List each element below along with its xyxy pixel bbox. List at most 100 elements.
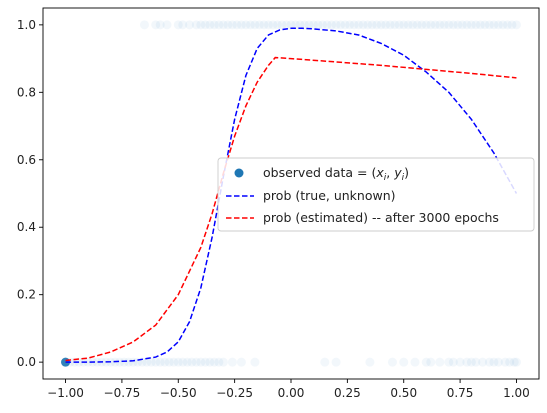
scatter-point-y1-74 bbox=[493, 20, 503, 30]
scatter-point-y0-31 bbox=[191, 357, 201, 367]
scatter-point-y1-55 bbox=[408, 20, 418, 30]
scatter-point-y1-41 bbox=[345, 20, 355, 30]
scatter-point-y0-37 bbox=[218, 357, 228, 367]
scatter-point-y1-61 bbox=[435, 20, 445, 30]
scatter-point-y1-23 bbox=[263, 20, 273, 30]
y-tick-label: 0.6 bbox=[17, 153, 36, 167]
scatter-point-y1-25 bbox=[272, 20, 282, 30]
scatter-point-y1-28 bbox=[286, 20, 296, 30]
scatter-point-y0-42 bbox=[331, 357, 341, 367]
x-tick-label: −0.75 bbox=[104, 386, 141, 400]
scatter-point-y1-38 bbox=[331, 20, 341, 30]
scatter-point-y1-47 bbox=[372, 20, 382, 30]
scatter-point-y0-51 bbox=[448, 357, 458, 367]
scatter-point-y1-4 bbox=[173, 20, 183, 30]
scatter-point-y1-22 bbox=[259, 20, 269, 30]
scatter-point-y0-16 bbox=[124, 357, 134, 367]
scatter-point-y1-9 bbox=[200, 20, 210, 30]
scatter-point-y1-78 bbox=[511, 20, 521, 30]
scatter-point-y1-49 bbox=[381, 20, 391, 30]
line-true-prob bbox=[65, 27, 518, 363]
scatter-point-y0-15 bbox=[119, 357, 129, 367]
scatter-point-y1-64 bbox=[448, 20, 458, 30]
scatter-point-y0-41 bbox=[320, 357, 330, 367]
scatter-point-y1-36 bbox=[322, 20, 332, 30]
y-tick-label: 1.0 bbox=[17, 18, 36, 32]
scatter-point-y1-27 bbox=[281, 20, 291, 30]
scatter-point-y0-35 bbox=[209, 357, 219, 367]
scatter-point-y1-46 bbox=[367, 20, 377, 30]
scatter-point-y0-17 bbox=[128, 357, 138, 367]
lines-layer bbox=[65, 27, 518, 363]
scatter-point-y1-35 bbox=[318, 20, 328, 30]
scatter-point-y0-63 bbox=[511, 357, 521, 367]
scatter-point-y0-39 bbox=[236, 357, 246, 367]
x-tick-label: −1.00 bbox=[47, 386, 84, 400]
y-axis: 0.0 0.2 0.4 0.6 0.8 1.0 bbox=[17, 18, 43, 369]
scatter-point-y1-72 bbox=[484, 20, 494, 30]
scatter-point-y0-30 bbox=[187, 357, 197, 367]
y-tick-label: 0.2 bbox=[17, 288, 36, 302]
scatter-point-y0-24 bbox=[160, 357, 170, 367]
scatter-point-y0-55 bbox=[471, 357, 481, 367]
x-tick-label: 0.75 bbox=[447, 386, 474, 400]
scatter-point-y0-32 bbox=[196, 357, 206, 367]
scatter-point-y0-9 bbox=[92, 357, 102, 367]
scatter-point-y1-58 bbox=[421, 20, 431, 30]
scatter-point-y1-75 bbox=[498, 20, 508, 30]
scatter-point-y1-50 bbox=[385, 20, 395, 30]
scatter-point-y1-21 bbox=[254, 20, 264, 30]
scatter-point-y1-73 bbox=[489, 20, 499, 30]
scatter-point-y0-23 bbox=[155, 357, 165, 367]
scatter-point-y1-69 bbox=[471, 20, 481, 30]
x-tick-label: 0.25 bbox=[334, 386, 361, 400]
scatter-point-y0-14 bbox=[115, 357, 125, 367]
legend-box bbox=[217, 157, 535, 232]
scatter-point-y1-30 bbox=[295, 20, 305, 30]
scatter-point-y0-57 bbox=[484, 357, 494, 367]
scatter-point-y1-18 bbox=[241, 20, 251, 30]
scatter-point-y1-48 bbox=[376, 20, 386, 30]
scatter-point-y0-7 bbox=[83, 357, 93, 367]
scatter-point-y0-34 bbox=[205, 357, 215, 367]
scatter-point-y1-29 bbox=[291, 20, 301, 30]
scatter-point-y1-20 bbox=[250, 20, 260, 30]
scatter-point-y0-54 bbox=[466, 357, 476, 367]
scatter-point-y0-38 bbox=[227, 357, 237, 367]
scatter-point-y1-31 bbox=[300, 20, 310, 30]
legend: observed data = (xi, yi) prob (true, unk… bbox=[217, 157, 535, 232]
scatter-point-y0-62 bbox=[509, 357, 519, 367]
scatter-point-y0-28 bbox=[178, 357, 188, 367]
scatter-point-y0-61 bbox=[505, 357, 515, 367]
scatter-point-y1-44 bbox=[358, 20, 368, 30]
y-tick-label: 0.8 bbox=[17, 85, 36, 99]
scatter-point-y1-32 bbox=[304, 20, 314, 30]
scatter-point-y0-22 bbox=[151, 357, 161, 367]
legend-label-estimated: prob (estimated) -- after 3000 epochs bbox=[263, 210, 499, 225]
scatter-point-y0-50 bbox=[444, 357, 454, 367]
scatter-point-y1-6 bbox=[185, 20, 195, 30]
scatter-point-y1-56 bbox=[412, 20, 422, 30]
scatter-point-y1-43 bbox=[354, 20, 364, 30]
scatter-point-y1-60 bbox=[430, 20, 440, 30]
scatter-point-y1-63 bbox=[444, 20, 454, 30]
scatter-point-y0-49 bbox=[435, 357, 445, 367]
y-tick-label: 0.0 bbox=[17, 355, 36, 369]
scatter-point-y1-13 bbox=[218, 20, 228, 30]
scatter-point-y0-20 bbox=[142, 357, 152, 367]
x-tick-label: −0.50 bbox=[160, 386, 197, 400]
scatter-point-y0-26 bbox=[169, 357, 179, 367]
scatter-point-y0-25 bbox=[164, 357, 174, 367]
scatter-point-y0-45 bbox=[399, 357, 409, 367]
x-axis: −1.00 −0.75 −0.50 −0.25 0.00 0.25 0.50 0.75 1.00 bbox=[47, 379, 530, 400]
scatter-point-y0-52 bbox=[455, 357, 465, 367]
scatter-point-y1-62 bbox=[439, 20, 449, 30]
scatter-point-y1-42 bbox=[349, 20, 359, 30]
scatter-point-y0-46 bbox=[410, 357, 420, 367]
scatter-point-y1-3 bbox=[162, 20, 172, 30]
scatter-point-y1-19 bbox=[245, 20, 255, 30]
scatter-point-y1-40 bbox=[340, 20, 350, 30]
x-tick-label: 0.50 bbox=[390, 386, 417, 400]
scatter-point-y0-43 bbox=[365, 357, 375, 367]
